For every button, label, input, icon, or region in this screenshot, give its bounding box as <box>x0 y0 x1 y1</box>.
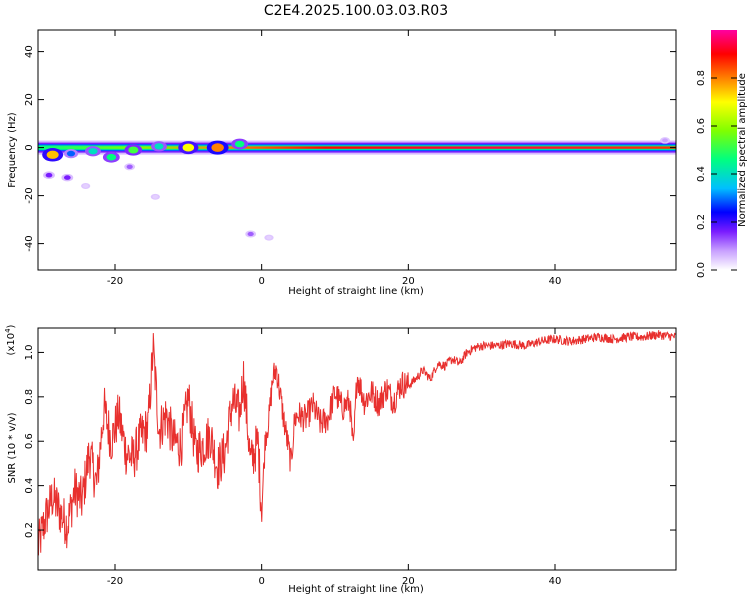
x-tick-label: 20 <box>402 576 415 587</box>
x-tick-label: 0 <box>258 276 264 287</box>
snr-scale-note: (x104) <box>4 324 17 355</box>
spectral-blob <box>88 148 98 155</box>
spectrogram-image <box>38 137 676 241</box>
y-tick-label: 0.4 <box>24 478 35 494</box>
spectral-blob <box>106 153 117 161</box>
x-tick-label: -20 <box>107 276 123 287</box>
ridge-core <box>38 146 676 149</box>
spectral-blob <box>66 150 76 157</box>
colorbar-gradient <box>711 30 737 270</box>
x-tick-label: 40 <box>549 576 562 587</box>
spectrogram-panel: -20 0 20 40 -40 -20 0 20 40 Height of straight l… <box>7 29 677 297</box>
spectral-blob <box>126 164 133 169</box>
y-tick-label: 40 <box>24 45 35 58</box>
x-tick-label: 20 <box>402 276 415 287</box>
spectrogram-y-label: Frequency (Hz) <box>7 112 18 188</box>
spectral-blob <box>154 143 164 150</box>
colorbar-ticks: 0.0 0.2 0.4 0.6 0.8 <box>696 70 737 278</box>
colorbar-label: Normalized spectral amplitude <box>737 73 748 227</box>
spectral-blob <box>152 194 158 199</box>
svg-text:(x104): (x104) <box>4 324 17 355</box>
snr-y-label: SNR (10 * v/v) <box>7 412 18 483</box>
snr-frame <box>37 327 677 571</box>
spectrogram-x-label: Height of straight line (km) <box>288 286 424 297</box>
y-tick-label: 0.8 <box>24 389 35 405</box>
spectrogram-axes: -20 0 20 40 -40 -20 0 20 40 <box>24 30 676 287</box>
snr-axes: -20 0 20 40 0.2 0.4 0.6 0.8 1.0 <box>24 328 676 587</box>
colorbar: 0.0 0.2 0.4 0.6 0.8 Normalized spectral ampl… <box>696 30 748 278</box>
x-tick-label: 40 <box>549 276 562 287</box>
colorbar-tick-label: 0.0 <box>696 262 707 278</box>
colorbar-tick-label: 0.6 <box>696 118 707 134</box>
spectral-blob <box>247 231 254 237</box>
snr-background <box>38 328 676 570</box>
y-tick-label: 20 <box>24 93 35 106</box>
snr-scale-suffix: ) <box>6 324 17 328</box>
spectral-blob <box>234 140 245 148</box>
figure-title: C2E4.2025.100.03.03.R03 <box>264 3 448 19</box>
spectral-blob <box>211 143 224 152</box>
x-tick-label: 0 <box>258 576 264 587</box>
colorbar-tick-label: 0.8 <box>696 70 707 86</box>
y-tick-label: 1.0 <box>24 344 35 360</box>
y-tick-label: -20 <box>24 187 35 203</box>
x-tick-label: -20 <box>107 576 123 587</box>
colorbar-tick-label: 0.4 <box>696 166 707 182</box>
y-tick-label: 0.6 <box>24 433 35 449</box>
y-tick-label: 0 <box>24 144 35 150</box>
y-tick-label: 0.2 <box>24 522 35 538</box>
spectral-blob <box>128 146 139 154</box>
spectral-blob <box>182 143 195 152</box>
spectral-blob <box>63 175 71 180</box>
spectral-blob <box>662 138 668 143</box>
spectral-blob <box>45 172 53 178</box>
y-tick-label: -40 <box>24 235 35 251</box>
spectral-blob <box>83 184 89 188</box>
snr-panel: -20 0 20 40 0.2 0.4 0.6 0.8 1.0 Height of straig… <box>4 324 677 595</box>
snr-x-label: Height of straight line (km) <box>288 584 424 595</box>
snr-scale-exponent: 4 <box>4 328 12 333</box>
spectral-blob <box>46 150 59 159</box>
spectrogram-frame <box>37 29 677 271</box>
snr-series-line <box>38 330 676 556</box>
snr-scale-prefix: (x10 <box>6 333 17 356</box>
spectral-blob <box>266 235 272 240</box>
colorbar-tick-label: 0.2 <box>696 214 707 230</box>
